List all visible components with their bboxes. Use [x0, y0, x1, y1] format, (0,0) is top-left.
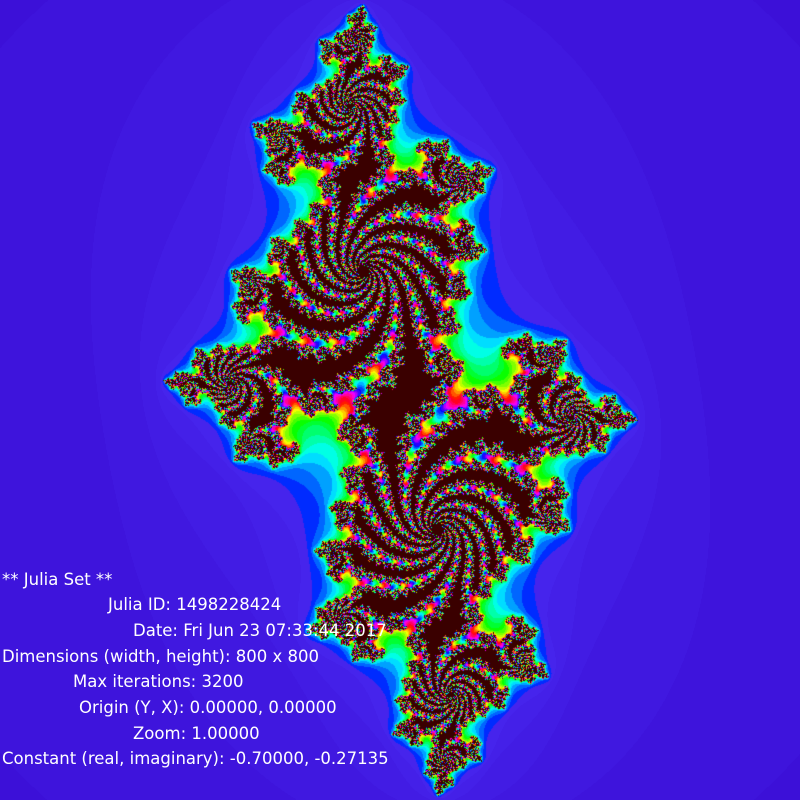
overlay-title: ** Julia Set ** — [2, 570, 113, 589]
overlay-dimensions: Dimensions (width, height): 800 x 800 — [2, 647, 320, 666]
overlay-origin: Origin (Y, X): 0.00000, 0.00000 — [79, 698, 337, 717]
overlay-zoom: Zoom: 1.00000 — [133, 724, 260, 743]
overlay-date: Date: Fri Jun 23 07:33:44 2017 — [133, 621, 387, 640]
overlay-constant: Constant (real, imaginary): -0.70000, -0… — [2, 749, 389, 768]
overlay-max-iterations: Max iterations: 3200 — [73, 672, 244, 691]
overlay-julia-id: Julia ID: 1498228424 — [108, 595, 282, 614]
